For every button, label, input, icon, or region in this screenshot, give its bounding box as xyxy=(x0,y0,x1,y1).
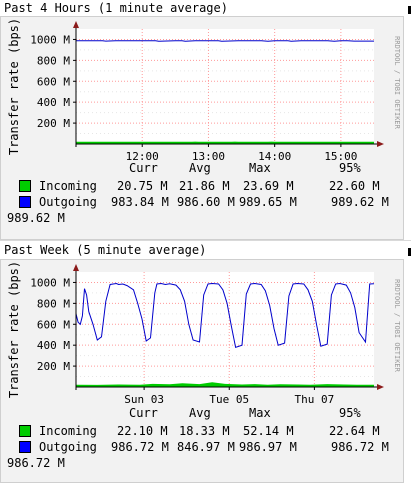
graph-frame: 200 M 400 M 600 M 800 M 1000 M 12:00 13:00 14:0… xyxy=(0,16,404,240)
legend-header-95: 95% xyxy=(339,406,361,420)
y-tick-label: 400 M xyxy=(37,96,70,109)
x-tick-label: 12:00 xyxy=(126,150,159,163)
rrdtool-credit: RRDTOOL / TOBI OETIKER xyxy=(393,36,401,130)
outgoing-line xyxy=(76,40,374,42)
incoming-label: Incoming xyxy=(39,179,97,193)
x-axis-arrow xyxy=(377,141,384,147)
incoming-label: Incoming xyxy=(39,424,97,438)
traffic-chart-week: 200 M 400 M 600 M 800 M 1000 M Sun 03 Tue 05 Th… xyxy=(7,261,401,406)
legend-header-curr: Curr xyxy=(129,161,158,175)
y-axis-title: Transfer rate (bps) xyxy=(7,18,21,155)
legend-header-avg: Avg xyxy=(189,406,211,420)
panel-4-hours: Past 4 Hours (1 minute average) 200 M 400… xyxy=(0,0,411,240)
incoming-95: 22.64 M xyxy=(329,424,380,438)
y-tick-label: 200 M xyxy=(37,117,70,130)
incoming-max: 52.14 M xyxy=(243,424,294,438)
legend-row-outgoing: Outgoing 986.72 M 846.97 M 986.97 M 986.… xyxy=(1,440,405,456)
legend-header-avg: Avg xyxy=(189,161,211,175)
incoming-avg: 21.86 M xyxy=(179,179,230,193)
x-axis-arrow xyxy=(377,384,384,390)
outgoing-curr: 983.84 M xyxy=(111,195,169,209)
legend-row-outgoing: Outgoing 983.84 M 986.60 M 989.65 M 989.… xyxy=(1,195,405,211)
outgoing-95-wrapped: 986.72 M xyxy=(7,456,65,470)
outgoing-swatch xyxy=(19,441,31,453)
legend-header-curr: Curr xyxy=(129,406,158,420)
incoming-area xyxy=(76,141,374,144)
incoming-max: 23.69 M xyxy=(243,179,294,193)
incoming-avg: 18.33 M xyxy=(179,424,230,438)
outgoing-max: 986.97 M xyxy=(239,440,297,454)
outgoing-avg: 846.97 M xyxy=(177,440,235,454)
graph-frame: 200 M 400 M 600 M 800 M 1000 M Sun 03 Tue 05 Th… xyxy=(0,259,404,483)
x-tick-label: Tue 05 xyxy=(209,393,249,406)
legend: Curr Avg Max 95% Incoming 22.10 M 18.33 … xyxy=(1,406,405,484)
outgoing-95: 989.62 M xyxy=(331,195,389,209)
x-tick-label: 14:00 xyxy=(258,150,291,163)
x-tick-label: 13:00 xyxy=(192,150,225,163)
y-tick-label: 600 M xyxy=(37,318,70,331)
outgoing-label: Outgoing xyxy=(39,440,97,454)
gridlines xyxy=(76,29,374,144)
legend-row-outgoing-wrap: 989.62 M xyxy=(1,211,405,227)
incoming-curr: 20.75 M xyxy=(117,179,168,193)
rrdtool-credit: RRDTOOL / TOBI OETIKER xyxy=(393,279,401,373)
outgoing-line xyxy=(75,282,375,348)
traffic-chart-4-hours: 200 M 400 M 600 M 800 M 1000 M 12:00 13:00 14:0… xyxy=(7,18,401,163)
legend-header-row: Curr Avg Max 95% xyxy=(1,406,405,422)
y-axis-arrow xyxy=(73,21,79,28)
y-tick-label: 400 M xyxy=(37,339,70,352)
incoming-swatch xyxy=(19,180,31,192)
panel-divider xyxy=(0,240,411,241)
x-tick-label: Sun 03 xyxy=(124,393,164,406)
legend-header-row: Curr Avg Max 95% xyxy=(1,161,405,177)
y-axis-title: Transfer rate (bps) xyxy=(7,261,21,398)
incoming-swatch xyxy=(19,425,31,437)
y-tick-label: 600 M xyxy=(37,75,70,88)
outgoing-avg: 986.60 M xyxy=(177,195,235,209)
outgoing-label: Outgoing xyxy=(39,195,97,209)
panel-week: Past Week (5 minute average) 200 M 400 M 6… xyxy=(0,242,411,487)
legend-header-max: Max xyxy=(249,161,271,175)
y-tick-label: 200 M xyxy=(37,360,70,373)
y-tick-label: 1000 M xyxy=(30,33,70,46)
plot-area xyxy=(76,272,374,387)
outgoing-max: 989.65 M xyxy=(239,195,297,209)
legend-row-incoming: Incoming 20.75 M 21.86 M 23.69 M 22.60 M xyxy=(1,179,405,195)
outgoing-95-wrapped: 989.62 M xyxy=(7,211,65,225)
legend: Curr Avg Max 95% Incoming 20.75 M 21.86 … xyxy=(1,161,405,239)
y-axis-arrow xyxy=(73,264,79,271)
y-tick-label: 800 M xyxy=(37,297,70,310)
plot-area xyxy=(76,29,374,144)
legend-row-outgoing-wrap: 986.72 M xyxy=(1,456,405,472)
outgoing-swatch xyxy=(19,196,31,208)
legend-header-max: Max xyxy=(249,406,271,420)
outgoing-curr: 986.72 M xyxy=(111,440,169,454)
legend-header-95: 95% xyxy=(339,161,361,175)
panel-title: Past 4 Hours (1 minute average) xyxy=(4,1,228,15)
panel-title: Past Week (5 minute average) xyxy=(4,243,207,257)
legend-row-incoming: Incoming 22.10 M 18.33 M 52.14 M 22.64 M xyxy=(1,424,405,440)
incoming-curr: 22.10 M xyxy=(117,424,168,438)
x-tick-label: 15:00 xyxy=(324,150,357,163)
panel-edge-mark xyxy=(408,6,411,14)
y-tick-label: 1000 M xyxy=(30,276,70,289)
incoming-area xyxy=(76,382,374,387)
y-tick-label: 800 M xyxy=(37,54,70,67)
incoming-95: 22.60 M xyxy=(329,179,380,193)
panel-edge-mark xyxy=(408,248,411,256)
x-tick-label: Thu 07 xyxy=(295,393,335,406)
outgoing-95: 986.72 M xyxy=(331,440,389,454)
